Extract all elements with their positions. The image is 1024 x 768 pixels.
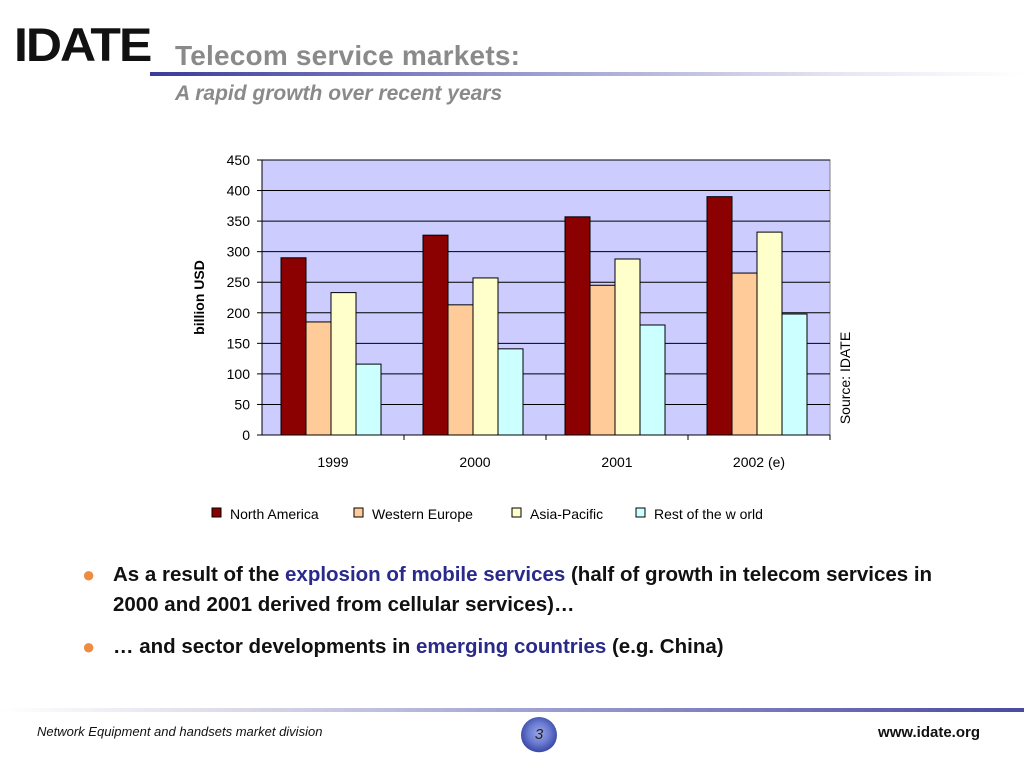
bar [497, 348, 524, 436]
slide-subtitle: A rapid growth over recent years [175, 82, 503, 105]
bar [330, 292, 357, 436]
bullet-highlight: emerging countries [416, 635, 607, 658]
y-tick-label: 250 [227, 274, 251, 290]
bar [639, 324, 666, 436]
bullet-item: ● … and sector developments in emerging … [80, 632, 960, 662]
legend-label: Western Europe [372, 506, 473, 522]
y-tick-label: 150 [227, 335, 251, 351]
bar [447, 304, 474, 436]
bar [614, 258, 641, 436]
website-link[interactable]: www.idate.org [878, 724, 980, 741]
bullet-dot-icon: ● [82, 562, 96, 587]
footer-rule [0, 708, 1024, 712]
legend-label: Asia-Pacific [530, 506, 603, 522]
footer-division: Network Equipment and handsets market di… [37, 724, 323, 739]
y-tick-label: 450 [227, 152, 251, 168]
bullet-item: ● As a result of the explosion of mobile… [80, 560, 960, 620]
page-number: 3 [521, 717, 557, 753]
bullet-text: … and sector developments in [113, 635, 417, 658]
x-tick-label: 1999 [317, 454, 348, 470]
bar [781, 313, 808, 436]
bar [305, 321, 332, 436]
bar [731, 272, 758, 436]
legend-swatch [353, 507, 364, 518]
x-tick-label: 2000 [459, 454, 490, 470]
bar [589, 284, 616, 436]
bar [706, 196, 733, 436]
bullet-list: ● As a result of the explosion of mobile… [80, 560, 960, 674]
legend-label: Rest of the w orld [654, 506, 763, 522]
bullet-text: As a result of the [113, 563, 286, 586]
bar [422, 234, 449, 436]
title-underline [150, 72, 1024, 76]
x-tick-label: 2002 (e) [733, 454, 785, 470]
bar [472, 277, 499, 436]
chart-svg: 0 50 100 150 200 250 300 350 400 450 1999 2000 2001 2… [191, 152, 853, 522]
bar-chart: 0 50 100 150 200 250 300 350 400 450 1999 2000 2001 2… [191, 152, 853, 522]
legend-label: North America [230, 506, 319, 522]
bullet-text: (half of growth in telecom services in 2… [113, 563, 933, 616]
y-tick-label: 300 [227, 244, 251, 260]
slide-title: Telecom service markets: [175, 40, 521, 71]
bullet-highlight: explosion of mobile services [285, 563, 566, 586]
bar [355, 363, 382, 436]
bar [280, 257, 307, 436]
bar [564, 216, 591, 436]
y-tick-label: 100 [227, 366, 251, 382]
legend-swatch [511, 507, 522, 518]
idate-logo: IDATE [14, 18, 152, 72]
legend-swatch [635, 507, 646, 518]
bar [756, 231, 783, 436]
y-tick-label: 0 [242, 427, 250, 443]
y-tick-label: 200 [227, 305, 251, 321]
bullet-dot-icon: ● [82, 634, 96, 659]
source-note: Source: IDATE [837, 332, 853, 424]
y-axis-label: billion USD [191, 260, 207, 335]
y-tick-label: 50 [234, 396, 250, 412]
x-tick-label: 2001 [601, 454, 632, 470]
y-tick-label: 350 [227, 213, 251, 229]
legend-swatch [211, 507, 222, 518]
y-tick-label: 400 [227, 183, 251, 199]
bullet-text: (e.g. China) [606, 635, 724, 658]
